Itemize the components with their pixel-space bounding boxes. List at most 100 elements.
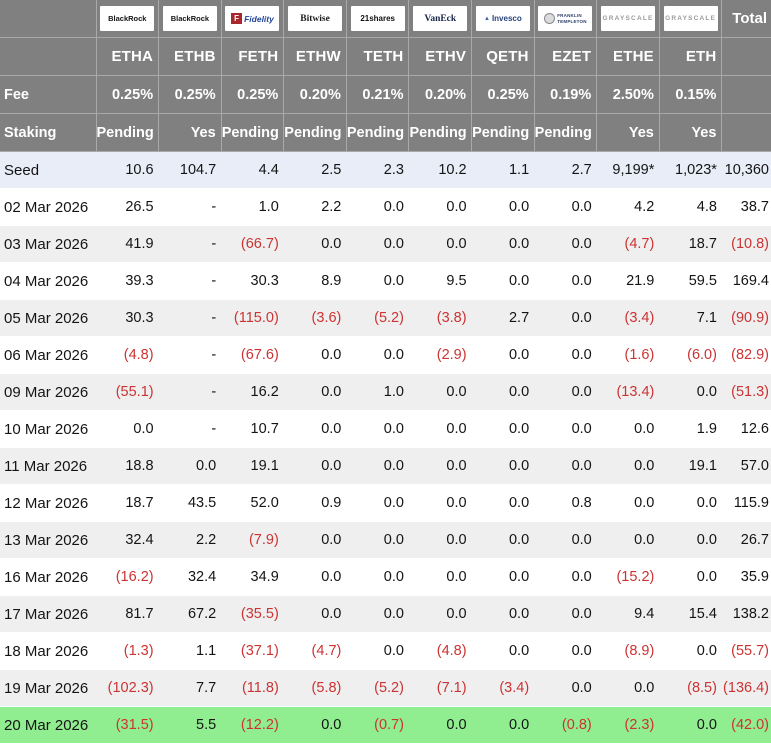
- flow-value-cell: -: [158, 262, 222, 300]
- fee-value: 0.15%: [659, 75, 723, 114]
- invesco-triangle-icon: ▲: [483, 15, 490, 22]
- date-cell: 04 Mar 2026: [0, 262, 96, 300]
- flow-value-cell: 0.0: [534, 262, 597, 300]
- total-fee-empty: [721, 75, 771, 114]
- flow-value-cell: 34.9: [221, 558, 284, 596]
- total-header: Total: [721, 0, 771, 38]
- ticker-header-eth: ETH: [659, 37, 723, 76]
- fidelity-wordmark: Fidelity: [244, 13, 274, 24]
- flow-value-cell: 0.0: [534, 669, 597, 707]
- flow-value-cell: (115.0): [221, 299, 284, 337]
- flow-value-cell: 0.0: [283, 595, 347, 633]
- flow-value-cell: (8.9): [596, 632, 660, 670]
- table-body: Seed 10.6 104.7 4.4 2.5 2.3 10.2 1.1 2.7 9,199* 1,…: [0, 151, 771, 744]
- 21shares-wordmark: 21shares: [360, 14, 396, 23]
- date-cell: 18 Mar 2026: [0, 632, 96, 670]
- ticker-header-ethb: ETHB: [158, 37, 222, 76]
- flow-value-cell: 0.0: [471, 558, 535, 596]
- flow-value-cell: (31.5): [96, 706, 159, 744]
- 21shares-logo: 21shares: [350, 6, 405, 31]
- fund-logo-cell: Bitwise: [283, 0, 347, 38]
- flow-value-cell: 0.0: [534, 447, 597, 485]
- flow-value-cell: 0.0: [659, 521, 722, 559]
- flow-value-cell: (4.7): [596, 225, 660, 263]
- flow-value-cell: (1.6): [596, 336, 660, 374]
- flow-value-cell: 18.7: [96, 484, 159, 522]
- flow-value-cell: 0.0: [283, 225, 347, 263]
- flow-value-cell: 0.0: [471, 262, 535, 300]
- flow-value-cell: (8.5): [659, 669, 722, 707]
- flow-value-cell: 0.0: [346, 484, 409, 522]
- table-header: BlackRock BlackRock F Fidelity Bitwise 21shar…: [0, 0, 771, 152]
- flow-value-cell: 0.0: [659, 706, 722, 744]
- flow-value-cell: 1.1: [471, 151, 535, 189]
- fee-value: 0.25%: [96, 75, 160, 114]
- invesco-logo: ▲ Invesco: [475, 6, 530, 31]
- ticker-header-etha: ETHA: [96, 37, 160, 76]
- franklin-logo: FRANKLIN TEMPLETON: [538, 6, 593, 31]
- flow-value-cell: 0.0: [534, 632, 597, 670]
- table-row: 12 Mar 2026 18.7 43.5 52.0 0.9 0.0 0.0 0.0 0.8 0.…: [0, 484, 771, 522]
- flow-value-cell: 0.0: [534, 558, 597, 596]
- flow-value-cell: 41.9: [96, 225, 159, 263]
- flow-value-cell: 0.0: [471, 225, 535, 263]
- flow-value-cell: 2.3: [346, 151, 409, 189]
- table-row: 16 Mar 2026 (16.2) 32.4 34.9 0.0 0.0 0.0 0.0 0.0…: [0, 558, 771, 596]
- flow-value-cell: 9.4: [596, 595, 660, 633]
- flow-value-cell: 10.7: [221, 410, 284, 448]
- date-cell: 05 Mar 2026: [0, 299, 96, 337]
- date-cell: 10 Mar 2026: [0, 410, 96, 448]
- fund-logo-cell: FRANKLIN TEMPLETON: [534, 0, 598, 38]
- flow-value-cell: 0.0: [283, 373, 347, 411]
- flow-value-cell: (5.8): [283, 669, 347, 707]
- total-cell: 12.6: [721, 410, 771, 448]
- table-row: Seed 10.6 104.7 4.4 2.5 2.3 10.2 1.1 2.7 9,199* 1,…: [0, 151, 771, 189]
- vaneck-logo: VanEck: [413, 6, 468, 31]
- flow-value-cell: (7.1): [408, 669, 472, 707]
- ticker-header-ezet: EZET: [534, 37, 598, 76]
- total-cell: (10.8): [721, 225, 771, 263]
- flow-value-cell: 2.7: [471, 299, 535, 337]
- flow-value-cell: (4.8): [408, 632, 472, 670]
- table-row: 04 Mar 2026 39.3-30.3 8.9 0.0 9.5 0.0 0.0 21.9 5…: [0, 262, 771, 300]
- flow-value-cell: 0.0: [346, 447, 409, 485]
- ticker-header-ethw: ETHW: [283, 37, 347, 76]
- flow-value-cell: 67.2: [158, 595, 222, 633]
- flow-value-cell: 32.4: [158, 558, 222, 596]
- staking-value: Pending: [221, 113, 285, 152]
- table-row: 19 Mar 2026 (102.3) 7.7 (11.8) (5.8) (5.2) (7.…: [0, 669, 771, 707]
- total-cell: 169.4: [721, 262, 771, 300]
- flow-value-cell: 0.0: [408, 521, 472, 559]
- flow-value-cell: 0.9: [283, 484, 347, 522]
- flow-value-cell: 30.3: [221, 262, 284, 300]
- blackrock-wordmark: BlackRock: [108, 14, 147, 23]
- flow-value-cell: 0.0: [283, 558, 347, 596]
- flow-value-cell: 0.0: [596, 447, 660, 485]
- staking-value: Yes: [158, 113, 222, 152]
- flow-value-cell: 7.1: [659, 299, 722, 337]
- corner-cell: [0, 37, 97, 76]
- table-row: 10 Mar 2026 0.0-10.7 0.0 0.0 0.0 0.0 0.0 0.0 1.9…: [0, 410, 771, 448]
- flow-value-cell: 0.0: [346, 225, 409, 263]
- flow-value-cell: 16.2: [221, 373, 284, 411]
- flow-value-cell: 19.1: [221, 447, 284, 485]
- flow-value-cell: 52.0: [221, 484, 284, 522]
- bitwise-wordmark: Bitwise: [300, 13, 330, 24]
- flow-value-cell: (35.5): [221, 595, 284, 633]
- flow-value-cell: 0.0: [158, 447, 222, 485]
- total-cell: 115.9: [721, 484, 771, 522]
- flow-value-cell: (7.9): [221, 521, 284, 559]
- flow-value-cell: (6.0): [659, 336, 722, 374]
- flow-value-cell: 1.1: [158, 632, 222, 670]
- flow-value-cell: 0.0: [346, 410, 409, 448]
- flow-value-cell: 10.2: [408, 151, 472, 189]
- flow-value-cell: (55.1): [96, 373, 159, 411]
- flow-value-cell: 0.0: [346, 632, 409, 670]
- flow-value-cell: (67.6): [221, 336, 284, 374]
- flow-value-cell: 0.0: [408, 558, 472, 596]
- table-row: 18 Mar 2026 (1.3) 1.1 (37.1) (4.7) 0.0 (4.8) 0.…: [0, 632, 771, 670]
- flow-value-cell: 39.3: [96, 262, 159, 300]
- flow-value-cell: 0.0: [534, 410, 597, 448]
- flow-value-cell: 15.4: [659, 595, 722, 633]
- flow-value-cell: (37.1): [221, 632, 284, 670]
